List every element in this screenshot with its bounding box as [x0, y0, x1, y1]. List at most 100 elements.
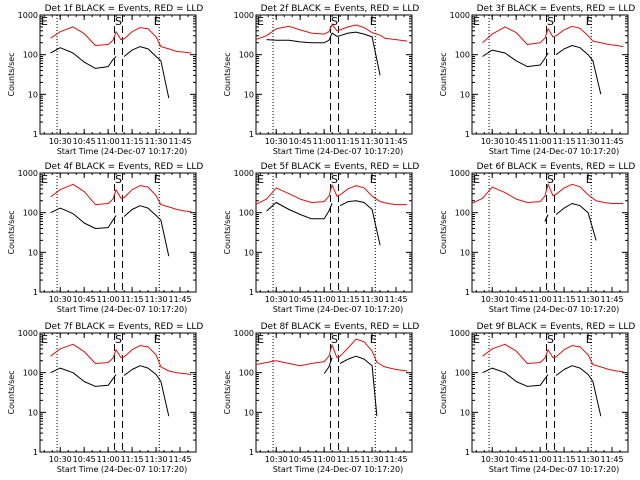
- x-axis-label: Start Time (24-Dec-07 10:17:20): [489, 305, 620, 314]
- detector-panel-2: Det 2f BLACK = Events, RED = LLD 1 10 100 10…: [223, 4, 419, 156]
- marker-s: S: [331, 333, 338, 346]
- x-tick-label: 10:45: [73, 137, 96, 146]
- y-tick-label: 100: [455, 51, 470, 60]
- y-tick-label: 1: [33, 448, 38, 457]
- panel-title: Det 6f BLACK = Events, RED = LLD: [477, 162, 636, 172]
- x-tick-label: 10:45: [505, 455, 528, 464]
- x-tick-label: 11:30: [577, 455, 600, 464]
- x-tick-label: 10:45: [289, 295, 312, 304]
- x-tick-label: 11:45: [384, 455, 407, 464]
- events-series-line: [50, 205, 170, 257]
- events-series-line: [482, 45, 602, 95]
- plot-frame: [471, 14, 629, 135]
- x-tick-label: 11:45: [168, 137, 191, 146]
- lld-series-line: [482, 25, 624, 48]
- x-tick-label: 11:15: [337, 137, 360, 146]
- x-tick-label: 11:45: [600, 295, 623, 304]
- x-axis-label: Start Time (24-Dec-07 10:17:20): [489, 465, 620, 474]
- y-axis-label: Counts/sec: [223, 210, 232, 254]
- plot-frame: [39, 172, 197, 293]
- x-tick-label: 11:15: [337, 295, 360, 304]
- y-tick-label: 1000: [450, 169, 470, 178]
- y-tick-label: 10: [460, 408, 470, 417]
- y-axis-label: Counts/sec: [223, 370, 232, 414]
- x-tick-label: 10:45: [505, 295, 528, 304]
- marker-e-right: E: [586, 15, 593, 28]
- marker-e-left: E: [257, 173, 264, 186]
- plot-frame: [255, 14, 413, 135]
- y-tick-label: 1: [249, 448, 254, 457]
- y-tick-label: 10: [28, 90, 38, 99]
- marker-e-left: E: [257, 15, 264, 28]
- x-tick-label: 11:00: [97, 295, 120, 304]
- y-tick-label: 10: [244, 408, 254, 417]
- x-tick-label: 11:00: [313, 455, 336, 464]
- marker-e-left: E: [473, 15, 480, 28]
- detector-panel-3: Det 3f BLACK = Events, RED = LLD 1 10 100 10…: [439, 4, 635, 156]
- x-tick-label: 11:00: [313, 295, 336, 304]
- x-axis-label: Start Time (24-Dec-07 10:17:20): [57, 465, 188, 474]
- detector-panel-1: Det 1f BLACK = Events, RED = LLD 1 10 100 10…: [7, 4, 203, 156]
- events-series-line: [266, 200, 381, 246]
- x-tick-label: 11:30: [361, 295, 384, 304]
- y-tick-label: 1: [33, 130, 38, 139]
- y-tick-label: 100: [239, 51, 254, 60]
- x-tick-label: 11:15: [553, 295, 576, 304]
- lld-series-line: [50, 26, 192, 54]
- y-tick-label: 10: [28, 248, 38, 257]
- marker-e-left: E: [41, 15, 48, 28]
- x-tick-label: 11:45: [168, 295, 191, 304]
- panel-title: Det 1f BLACK = Events, RED = LLD: [45, 4, 204, 14]
- marker-e-left: E: [473, 333, 480, 346]
- detector-panel-6: Det 6f BLACK = Events, RED = LLD 1 10 100 10…: [439, 162, 635, 314]
- marker-s: S: [115, 333, 122, 346]
- x-tick-label: 10:30: [265, 137, 288, 146]
- y-tick-label: 10: [28, 408, 38, 417]
- y-tick-label: 1: [465, 130, 470, 139]
- y-tick-label: 1: [465, 448, 470, 457]
- marker-e-left: E: [473, 173, 480, 186]
- panel-title: Det 8f BLACK = Events, RED = LLD: [261, 322, 420, 332]
- y-axis-label: Counts/sec: [439, 52, 448, 96]
- x-axis-label: Start Time (24-Dec-07 10:17:20): [489, 147, 620, 156]
- detector-panel-4: Det 4f BLACK = Events, RED = LLD 1 10 100 10…: [7, 162, 203, 314]
- detector-panel-8: Det 8f BLACK = Events, RED = LLD 1 10 100 10…: [223, 322, 419, 474]
- events-series-line: [50, 46, 170, 99]
- x-tick-label: 11:15: [121, 455, 144, 464]
- events-series-line: [544, 203, 597, 241]
- y-tick-label: 100: [455, 209, 470, 218]
- y-tick-label: 1000: [18, 11, 38, 20]
- marker-e-right: E: [370, 173, 377, 186]
- x-tick-label: 11:45: [600, 137, 623, 146]
- y-tick-label: 1: [33, 288, 38, 297]
- y-tick-label: 1000: [450, 11, 470, 20]
- y-axis-label: Counts/sec: [223, 52, 232, 96]
- y-tick-label: 1: [249, 130, 254, 139]
- x-tick-label: 11:15: [121, 295, 144, 304]
- panel-title: Det 2f BLACK = Events, RED = LLD: [261, 4, 420, 14]
- x-tick-label: 11:00: [529, 295, 552, 304]
- y-tick-label: 1000: [234, 169, 254, 178]
- y-tick-label: 1: [465, 288, 470, 297]
- x-tick-label: 10:45: [73, 455, 96, 464]
- lld-series-line: [256, 23, 408, 42]
- x-tick-label: 11:15: [337, 455, 360, 464]
- marker-s: S: [115, 173, 122, 186]
- lld-series-line: [50, 343, 192, 375]
- marker-e-right: E: [154, 173, 161, 186]
- x-tick-label: 11:30: [361, 455, 384, 464]
- x-tick-label: 11:00: [529, 455, 552, 464]
- y-tick-label: 100: [23, 51, 38, 60]
- y-tick-label: 100: [239, 209, 254, 218]
- panel-title: Det 4f BLACK = Events, RED = LLD: [45, 162, 204, 172]
- lld-series-line: [472, 183, 624, 204]
- marker-e-right: E: [586, 173, 593, 186]
- x-tick-label: 11:00: [529, 137, 552, 146]
- lld-series-line: [50, 183, 192, 213]
- x-tick-label: 11:30: [361, 137, 384, 146]
- marker-s: S: [547, 333, 554, 346]
- detector-panel-7: Det 7f BLACK = Events, RED = LLD 1 10 100 10…: [7, 322, 203, 474]
- x-tick-label: 10:30: [49, 137, 72, 146]
- events-series-line: [482, 365, 602, 417]
- y-tick-label: 100: [23, 209, 38, 218]
